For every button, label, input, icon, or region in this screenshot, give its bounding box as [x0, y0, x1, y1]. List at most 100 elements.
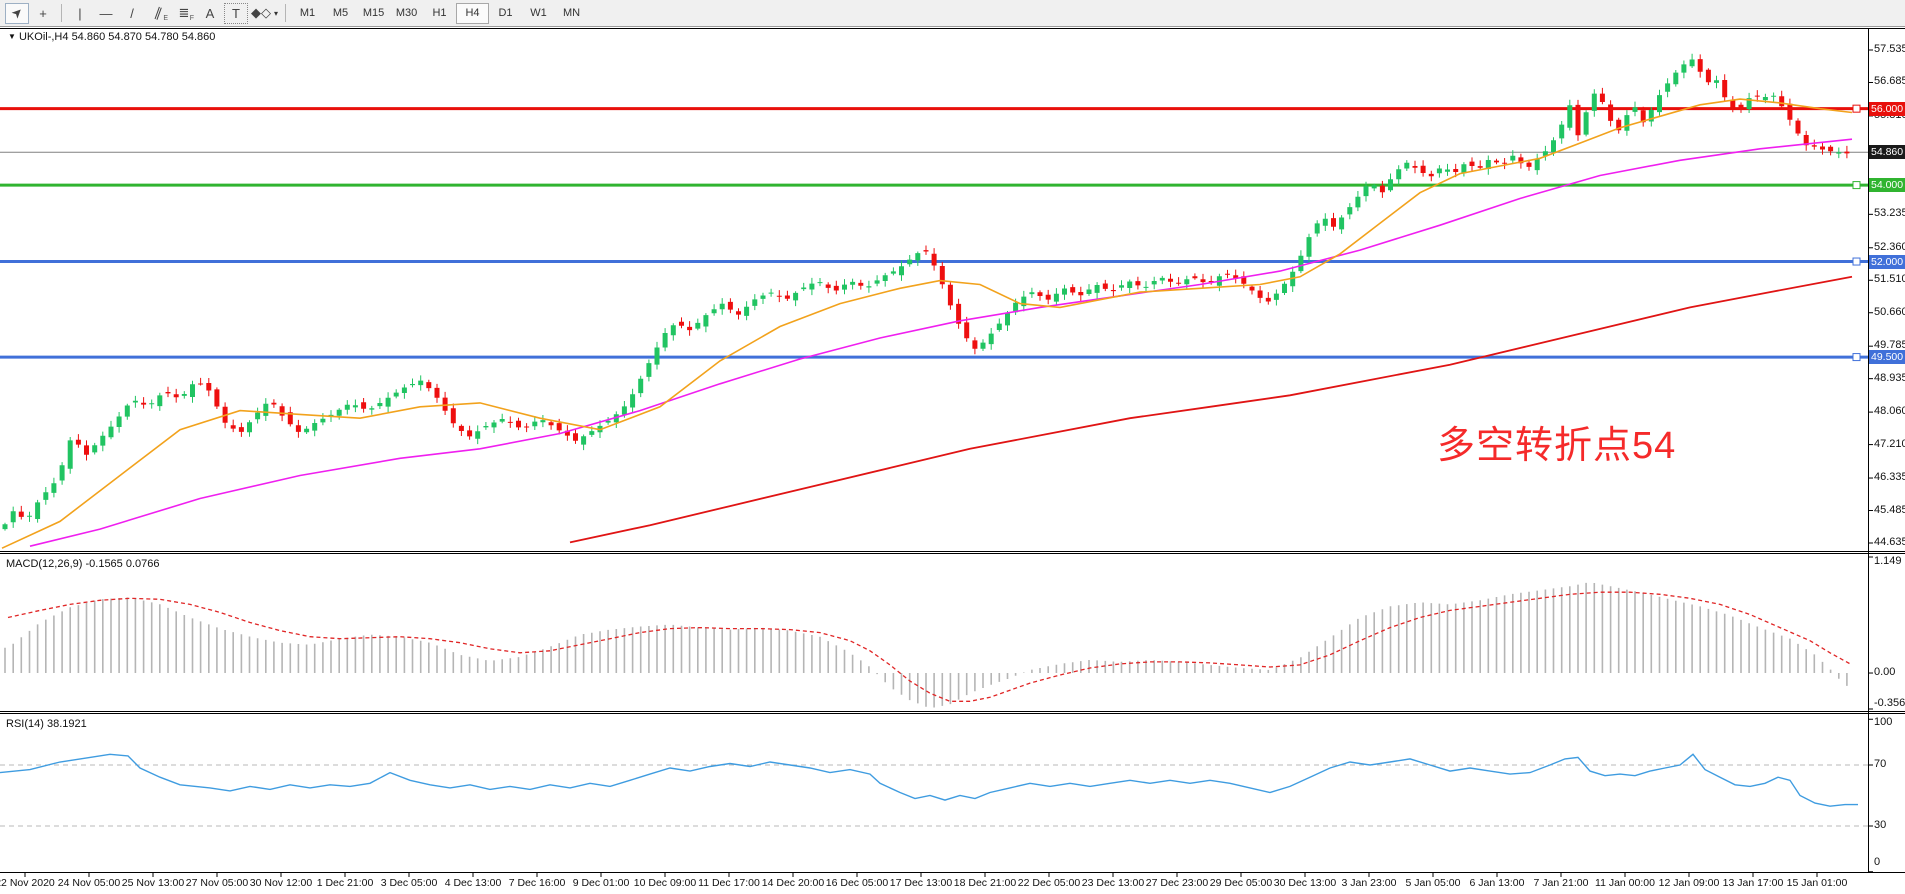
text-icon[interactable]: A: [205, 5, 215, 21]
timeframe-button-d1[interactable]: D1: [498, 7, 513, 19]
macd-histogram: [4, 582, 1848, 708]
time-tick-label: 3 Dec 05:00: [380, 877, 438, 889]
time-tick-label: 13 Jan 17:00: [1722, 877, 1784, 889]
cursor-icon[interactable]: ➤: [5, 2, 29, 24]
timeframe-button-h1[interactable]: H1: [432, 7, 447, 19]
price-tick-label: 47.210: [1874, 437, 1905, 450]
timeframe-button-mn[interactable]: MN: [562, 7, 581, 19]
price-tick-label: 56.685: [1874, 75, 1905, 88]
horizontal-line-icon[interactable]: —: [99, 5, 113, 21]
hline-handle[interactable]: [1852, 104, 1861, 113]
timeframe-button-m15[interactable]: M15: [362, 7, 385, 19]
ohlc-low: 54.780: [145, 31, 179, 43]
price-marker-52.000: 52.000: [1869, 254, 1905, 269]
price-marker-54.000: 54.000: [1869, 178, 1905, 193]
time-tick-label: 10 Dec 09:00: [633, 877, 697, 889]
crosshair-icon[interactable]: +: [39, 5, 47, 21]
price-tick-label: 52.360: [1874, 240, 1905, 253]
macd-value-1: -0.1565: [85, 558, 123, 570]
toolbar-separator: [285, 4, 287, 22]
macd-panel[interactable]: [4, 582, 1853, 708]
macd-signal-line: [7, 591, 1853, 702]
time-tick-label: 12 Jan 09:00: [1658, 877, 1720, 889]
price-tick-label: 51.510: [1874, 273, 1905, 286]
symbol-collapse-caret[interactable]: ▼: [8, 32, 16, 41]
timeframe-button-h4[interactable]: H4: [456, 2, 490, 24]
time-tick-label: 22 Dec 05:00: [1017, 877, 1081, 889]
price-tick-label: 53.235: [1874, 207, 1905, 220]
rsi-panel[interactable]: [0, 753, 1868, 827]
time-tick-label: 27 Nov 05:00: [185, 877, 249, 889]
time-tick-label: 23 Dec 13:00: [1081, 877, 1145, 889]
time-tick-label: 14 Dec 20:00: [761, 877, 825, 889]
rsi-indicator-label: RSI(14) 38.1921: [6, 718, 87, 730]
ma-mid-magenta-line: [29, 138, 1853, 547]
time-tick-label: 15 Jan 01:00: [1786, 877, 1848, 889]
time-tick-label: 11 Jan 00:00: [1595, 877, 1655, 889]
time-tick-label: 27 Dec 23:00: [1145, 877, 1209, 889]
time-tick-label: 24 Nov 05:00: [57, 877, 121, 889]
time-tick-label: 9 Dec 01:00: [572, 877, 630, 889]
ohlc-close: 54.860: [181, 31, 216, 43]
time-tick-label: 11 Dec 17:00: [698, 877, 760, 889]
rsi-line: [0, 753, 1858, 807]
time-tick-label: 5 Jan 05:00: [1405, 877, 1461, 889]
fibonacci-icon[interactable]: ≣ F: [178, 5, 194, 22]
rsi-scale-label: 0: [1874, 856, 1881, 868]
hline-handle[interactable]: [1852, 181, 1861, 190]
price-marker-54.860: 54.860: [1869, 145, 1905, 160]
price-tick-label: 44.635: [1874, 536, 1905, 548]
macd-scale-label: -0.3563: [1874, 697, 1905, 709]
price-tick-label: 57.535: [1874, 43, 1905, 55]
time-tick-label: 22 Nov 2020: [0, 877, 55, 889]
hline-handle[interactable]: [1852, 353, 1861, 362]
timeframe-button-w1[interactable]: W1: [530, 7, 547, 19]
price-marker-49.500: 49.500: [1869, 350, 1905, 365]
label-icon[interactable]: T: [224, 2, 248, 24]
chart-text-annotation[interactable]: 多空转折点54: [1437, 425, 1677, 467]
macd-name: MACD(12,26,9): [6, 558, 83, 570]
vertical-line-icon[interactable]: |: [78, 5, 82, 21]
macd-scale-label: 1.149: [1874, 555, 1902, 567]
macd-indicator-label: MACD(12,26,9) -0.1565 0.0766: [6, 558, 160, 570]
time-tick-label: 3 Jan 23:00: [1341, 877, 1397, 889]
toolbar-separator: [61, 4, 62, 22]
toolbar: ➤ + | — / ∥ E ≣ F A T ◆◇ ▾ M1 M5 M15 M30 H1 H4 D1 W1 MN: [0, 0, 1905, 27]
time-tick-label: 30 Nov 12:00: [249, 877, 313, 889]
time-tick-label: 25 Nov 13:00: [121, 877, 185, 889]
rsi-scale-label: 30: [1874, 819, 1887, 831]
ma-slow-red-line: [569, 275, 1853, 544]
rsi-name: RSI(14): [6, 718, 44, 730]
time-tick-label: 6 Jan 13:00: [1469, 877, 1525, 889]
price-marker-56.000: 56.000: [1869, 101, 1905, 116]
macd-value-2: 0.0766: [125, 558, 160, 570]
timeframe-button-m5[interactable]: M5: [332, 7, 349, 19]
price-tick-label: 45.485: [1874, 503, 1905, 516]
timeframe-button-m1[interactable]: M1: [299, 7, 316, 19]
rsi-value: 38.1921: [46, 718, 87, 730]
symbol-ohlc-label: ▼ UKOil-,H4 54.860 54.870 54.780 54.860: [8, 31, 215, 43]
price-panel[interactable]: [0, 53, 1868, 549]
price-tick-label: 48.060: [1874, 405, 1905, 418]
trendline-icon[interactable]: /: [130, 5, 134, 21]
drawing-tools-group: ➤ + | — / ∥ E ≣ F A T ◆◇ ▾: [4, 2, 291, 24]
timeframe-button-m30[interactable]: M30: [395, 7, 418, 19]
time-tick-label: 4 Dec 13:00: [444, 877, 502, 889]
price-tick-label: 46.335: [1874, 471, 1905, 484]
price-tick-label: 48.935: [1874, 371, 1905, 384]
time-tick-label: 7 Dec 16:00: [508, 877, 566, 889]
time-tick-label: 7 Jan 21:00: [1533, 877, 1589, 889]
equidistant-channel-icon[interactable]: ∥ E: [152, 4, 168, 22]
price-tick-label: 49.785: [1874, 339, 1905, 352]
symbol-name: UKOil-,H4: [18, 31, 69, 43]
ohlc-open: 54.860: [71, 31, 106, 43]
time-tick-label: 16 Dec 05:00: [825, 877, 889, 889]
hline-handle[interactable]: [1852, 257, 1861, 266]
ohlc-high: 54.870: [108, 31, 142, 43]
time-tick-label: 17 Dec 13:00: [889, 877, 953, 889]
arrows-icon[interactable]: ◆◇ ▾: [251, 5, 279, 20]
ma-fast-orange-line: [1, 98, 1853, 549]
time-tick-label: 18 Dec 21:00: [953, 877, 1017, 889]
